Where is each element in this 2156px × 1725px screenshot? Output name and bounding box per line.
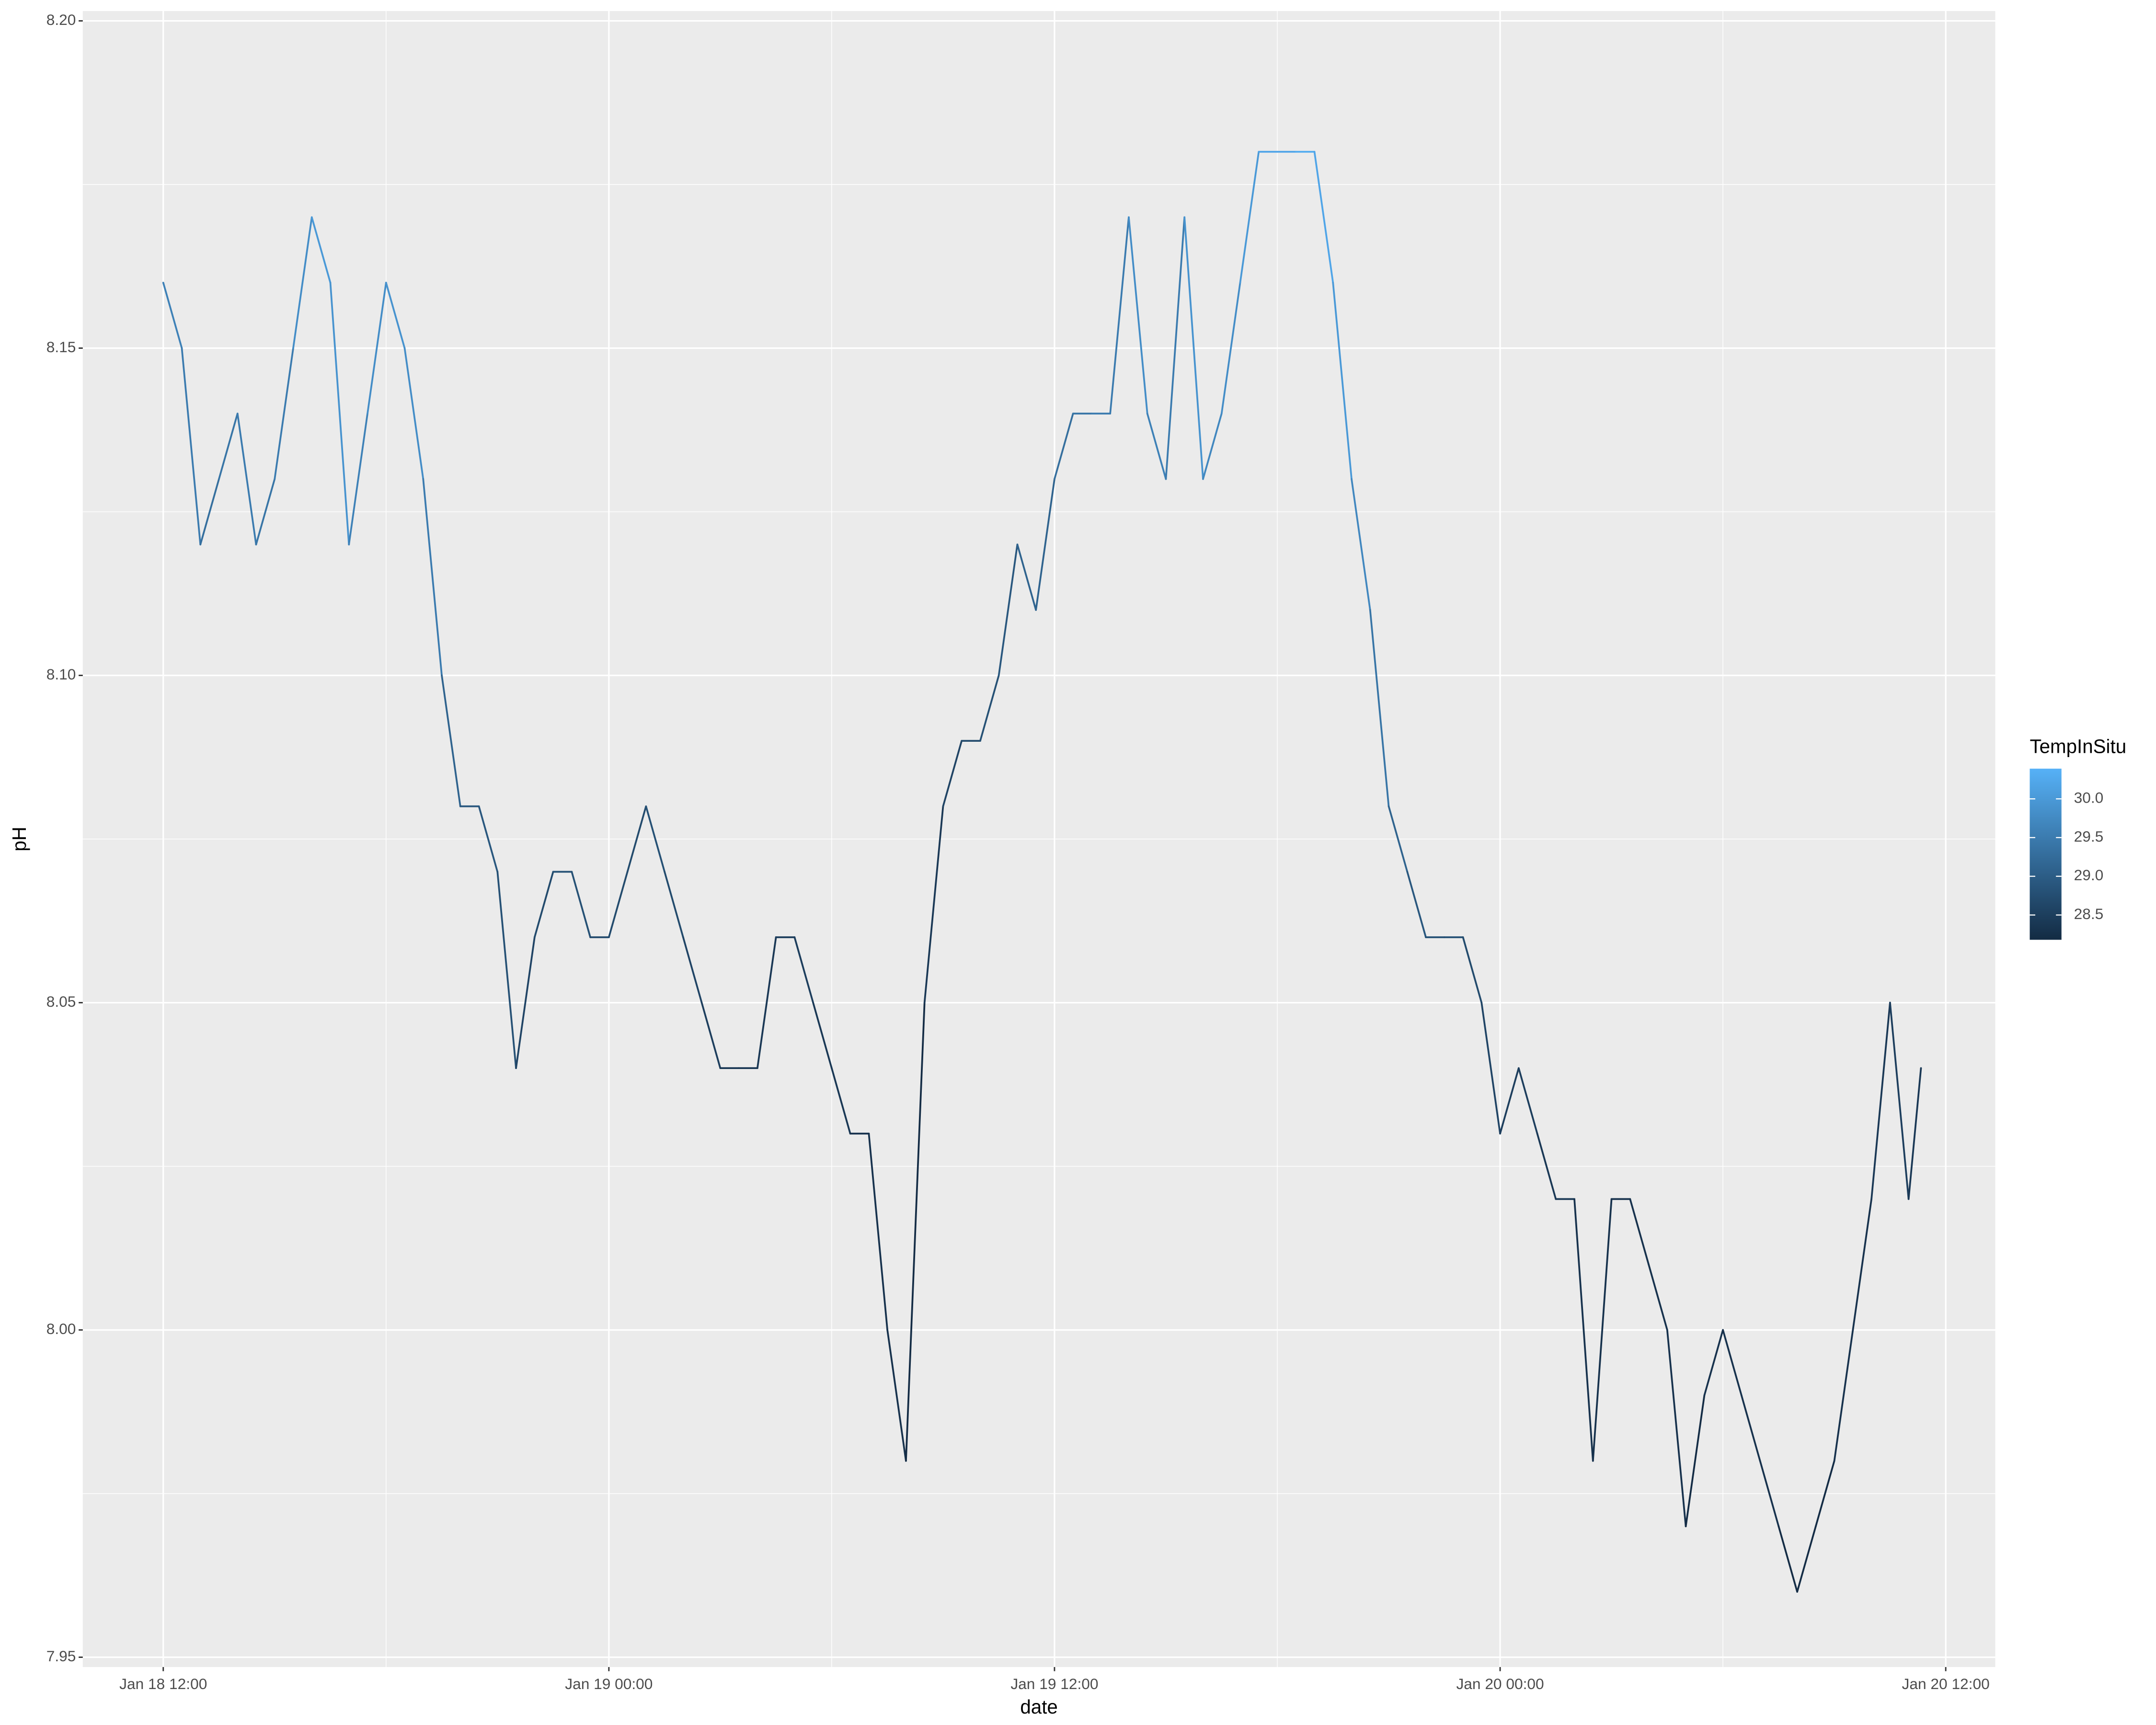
colorbar-tick-label: 29.0 xyxy=(2074,866,2104,884)
line-segment xyxy=(1517,1067,1538,1135)
line-segment xyxy=(664,871,684,938)
line-segment xyxy=(645,805,665,873)
line-segment xyxy=(700,1001,722,1070)
colorbar-tick-label: 30.0 xyxy=(2074,789,2104,806)
colorbar-tick-label: 29.5 xyxy=(2074,828,2104,845)
line-segment xyxy=(1146,413,1167,480)
line-segment xyxy=(1870,1001,1891,1200)
y-tick-label: 8.10 xyxy=(46,666,76,683)
line-segment xyxy=(1183,216,1204,480)
line-segment xyxy=(255,478,276,546)
line-segment xyxy=(1332,282,1353,480)
line-segment xyxy=(1054,413,1074,480)
line-segment xyxy=(181,347,202,546)
line-segment xyxy=(1814,1460,1835,1528)
x-tick-label: Jan 20 00:00 xyxy=(1456,1675,1544,1692)
line-segment xyxy=(1499,1067,1520,1135)
line-segment xyxy=(274,347,294,480)
line-segment xyxy=(162,282,183,349)
line-segment xyxy=(1220,282,1241,415)
y-axis-title: pH xyxy=(8,827,30,851)
line-segment xyxy=(1778,1525,1798,1593)
line-segment xyxy=(1313,150,1334,284)
x-axis-title: date xyxy=(1020,1696,1057,1718)
line-segment xyxy=(1573,1198,1594,1462)
line-segment xyxy=(496,871,517,1070)
line-segment xyxy=(292,216,313,349)
line-segment xyxy=(422,478,443,677)
line-segment xyxy=(998,543,1019,677)
line-segment xyxy=(1165,216,1186,480)
line-segment xyxy=(1128,216,1148,415)
y-tick-label: 7.95 xyxy=(46,1647,76,1665)
line-segment xyxy=(533,871,554,938)
line-segment xyxy=(886,1329,907,1462)
line-segment xyxy=(571,871,591,938)
line-segment xyxy=(1648,1264,1668,1331)
line-segment xyxy=(348,413,368,546)
line-segment xyxy=(1016,543,1037,611)
line-segment xyxy=(310,216,332,284)
line-segment xyxy=(979,674,1000,742)
line-segment xyxy=(218,413,239,480)
line-segment xyxy=(812,1001,833,1070)
line-segment xyxy=(1759,1460,1780,1528)
line-segment xyxy=(1740,1394,1761,1462)
y-tick-label: 8.20 xyxy=(46,11,76,28)
line-segment xyxy=(756,936,777,1070)
line-segment xyxy=(1592,1198,1613,1462)
line-segment xyxy=(199,478,220,546)
line-segment xyxy=(1369,609,1390,807)
line-segment xyxy=(942,740,963,807)
legend-title: TempInSitu xyxy=(2030,736,2126,758)
line-segment xyxy=(1351,478,1371,611)
y-tick-label: 8.15 xyxy=(46,338,76,356)
line-segment xyxy=(236,413,257,546)
line-segment xyxy=(1907,1067,1922,1200)
line-segment xyxy=(1239,150,1260,284)
line-segment xyxy=(1703,1329,1724,1397)
line-segment xyxy=(1666,1329,1687,1528)
line-segment xyxy=(403,347,424,480)
line-segment xyxy=(1889,1001,1910,1200)
line-segment xyxy=(1480,1001,1501,1135)
line-segment xyxy=(1629,1198,1650,1265)
line-segment xyxy=(329,282,350,546)
line-segment xyxy=(1202,413,1223,480)
line-segment xyxy=(1406,871,1427,938)
x-tick-label: Jan 20 12:00 xyxy=(1902,1675,1990,1692)
x-tick-label: Jan 19 00:00 xyxy=(565,1675,653,1692)
line-segment xyxy=(682,936,703,1004)
colorbar xyxy=(2030,769,2062,940)
line-segment xyxy=(1833,1329,1854,1462)
line-segment xyxy=(608,871,629,938)
colorbar-tick-label: 28.5 xyxy=(2074,905,2104,922)
line-segment xyxy=(626,805,647,873)
line-segment xyxy=(367,282,387,415)
x-tick-label: Jan 19 12:00 xyxy=(1010,1675,1098,1692)
line-segment xyxy=(385,282,406,349)
line-segment xyxy=(831,1067,851,1135)
line-segment xyxy=(793,936,814,1004)
line-segment xyxy=(868,1132,889,1331)
line-segment xyxy=(1722,1329,1743,1397)
line-segment xyxy=(905,1001,926,1462)
line-segment xyxy=(515,936,536,1070)
line-segment xyxy=(1462,936,1483,1004)
line-segment xyxy=(1035,478,1055,611)
line-segment xyxy=(1685,1394,1706,1528)
line-segment xyxy=(1109,216,1130,415)
line-segment xyxy=(1536,1132,1557,1200)
y-tick-label: 8.00 xyxy=(46,1320,76,1337)
line-segment xyxy=(478,805,499,873)
line-segment xyxy=(1852,1198,1872,1331)
line-segment xyxy=(441,674,461,807)
line-segment xyxy=(1796,1525,1817,1593)
y-tick-label: 8.05 xyxy=(46,993,76,1010)
line-segment xyxy=(923,805,944,1004)
x-tick-label: Jan 18 12:00 xyxy=(119,1675,207,1692)
line-segment xyxy=(1388,805,1409,873)
